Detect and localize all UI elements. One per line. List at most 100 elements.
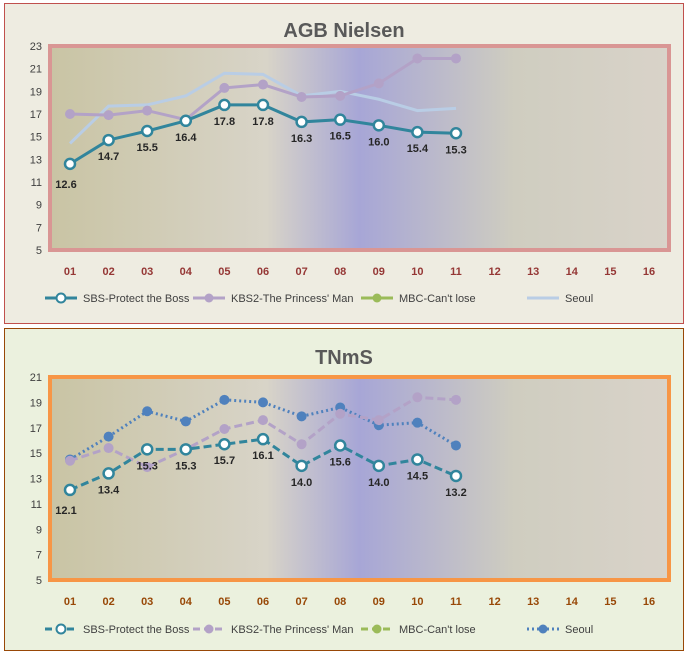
series-line-3 [68, 71, 457, 145]
x-tick-label: 13 [527, 596, 539, 608]
data-point [142, 105, 153, 116]
x-tick-label: 03 [141, 596, 153, 608]
data-point [412, 392, 423, 403]
data-label: 15.5 [136, 142, 157, 154]
data-point [179, 443, 193, 456]
y-tick-label: 21 [30, 64, 42, 76]
data-point [333, 113, 347, 126]
y-tick-label: 23 [30, 41, 42, 53]
x-tick-label: 02 [102, 596, 114, 608]
x-tick-label: 03 [141, 266, 153, 278]
data-point [140, 124, 154, 138]
x-tick-label: 15 [604, 596, 616, 608]
data-point [63, 157, 77, 171]
legend-label: KBS2-The Princess' Man [231, 624, 354, 636]
y-tick-label: 19 [30, 397, 42, 409]
legend-label: SBS-Protect the Boss [83, 624, 190, 636]
data-label: 14.0 [291, 477, 312, 489]
data-point [411, 125, 424, 139]
x-tick-label: 16 [643, 596, 655, 608]
y-tick-label: 9 [36, 524, 42, 536]
x-tick-label: 07 [295, 596, 307, 608]
y-tick-label: 7 [36, 222, 42, 234]
data-point [295, 115, 308, 129]
legend-marker [204, 624, 214, 634]
chart-title: AGB Nielsen [283, 20, 404, 42]
legend-marker [55, 623, 67, 635]
y-tick-label: 15 [30, 448, 42, 460]
chart-title: TNmS [315, 347, 373, 369]
x-tick-label: 12 [488, 266, 500, 278]
data-label: 13.2 [445, 487, 466, 499]
legend-marker [372, 293, 382, 303]
data-label: 15.7 [214, 455, 235, 467]
legend-label: MBC-Can't lose [399, 624, 476, 636]
data-point [258, 397, 268, 408]
data-label: 15.3 [445, 144, 466, 156]
data-point [373, 415, 384, 426]
data-label: 13.4 [98, 484, 120, 496]
x-tick-label: 14 [566, 266, 579, 278]
y-tick-label: 17 [30, 423, 42, 435]
data-label: 16.3 [291, 133, 312, 145]
x-tick-label: 10 [411, 266, 423, 278]
data-point [258, 79, 268, 90]
y-tick-label: 7 [36, 550, 42, 562]
data-point [449, 469, 463, 483]
legend-marker [204, 293, 214, 303]
data-point [372, 119, 386, 132]
plot-area [48, 44, 671, 252]
y-tick-label: 15 [30, 132, 42, 144]
data-point [411, 453, 424, 466]
data-point [451, 440, 461, 451]
x-tick-label: 14 [566, 596, 579, 608]
x-tick-label: 01 [64, 596, 76, 608]
data-point [219, 424, 230, 435]
x-tick-label: 09 [373, 596, 385, 608]
plot-area [48, 375, 671, 582]
data-point [256, 98, 270, 112]
data-point [103, 431, 114, 442]
data-label: 15.3 [136, 460, 157, 472]
data-point [63, 483, 77, 497]
y-tick-label: 11 [31, 177, 42, 189]
x-tick-label: 09 [373, 266, 385, 278]
x-tick-label: 02 [102, 266, 114, 278]
legend-marker [538, 624, 548, 634]
data-point [412, 417, 423, 428]
agb-nielsen-panel: AGB Nielsen 5 7 9 11 13 15 17 19 21 23 01 02 03 04 05 06… [4, 3, 684, 324]
data-point [140, 443, 154, 456]
y-tick-label: 5 [36, 245, 42, 257]
data-point [180, 416, 191, 427]
data-point [451, 53, 461, 64]
x-tick-label: 08 [334, 596, 346, 608]
data-point [296, 92, 307, 102]
data-point [102, 467, 115, 480]
data-label: 15.4 [407, 143, 429, 155]
data-point [218, 98, 231, 112]
data-label: 16.5 [329, 131, 350, 143]
data-point [258, 415, 268, 426]
x-tick-label: 10 [411, 596, 423, 608]
x-tick-label: 11 [450, 596, 462, 608]
data-point [372, 459, 386, 473]
legend-label: KBS2-The Princess' Man [231, 293, 354, 305]
data-label: 12.6 [55, 179, 76, 191]
x-tick-label: 11 [450, 266, 462, 278]
data-label: 14.7 [98, 151, 119, 163]
series-line-3 [69, 398, 457, 461]
legend-marker [372, 624, 382, 634]
y-tick-label: 5 [36, 575, 42, 587]
legend-label: Seoul [565, 293, 593, 305]
x-tick-label: 04 [180, 596, 193, 608]
x-tick-label: 08 [334, 266, 346, 278]
data-point [218, 437, 231, 451]
agb-nielsen-chart: AGB Nielsen 5 7 9 11 13 15 17 19 21 23 01 02 03 04 05 06… [30, 20, 671, 305]
legend-label: SBS-Protect the Boss [83, 293, 190, 305]
data-point [142, 462, 153, 473]
data-label: 16.0 [368, 136, 389, 148]
data-point [103, 443, 114, 454]
data-label: 12.1 [55, 505, 76, 517]
x-tick-label: 12 [488, 596, 500, 608]
